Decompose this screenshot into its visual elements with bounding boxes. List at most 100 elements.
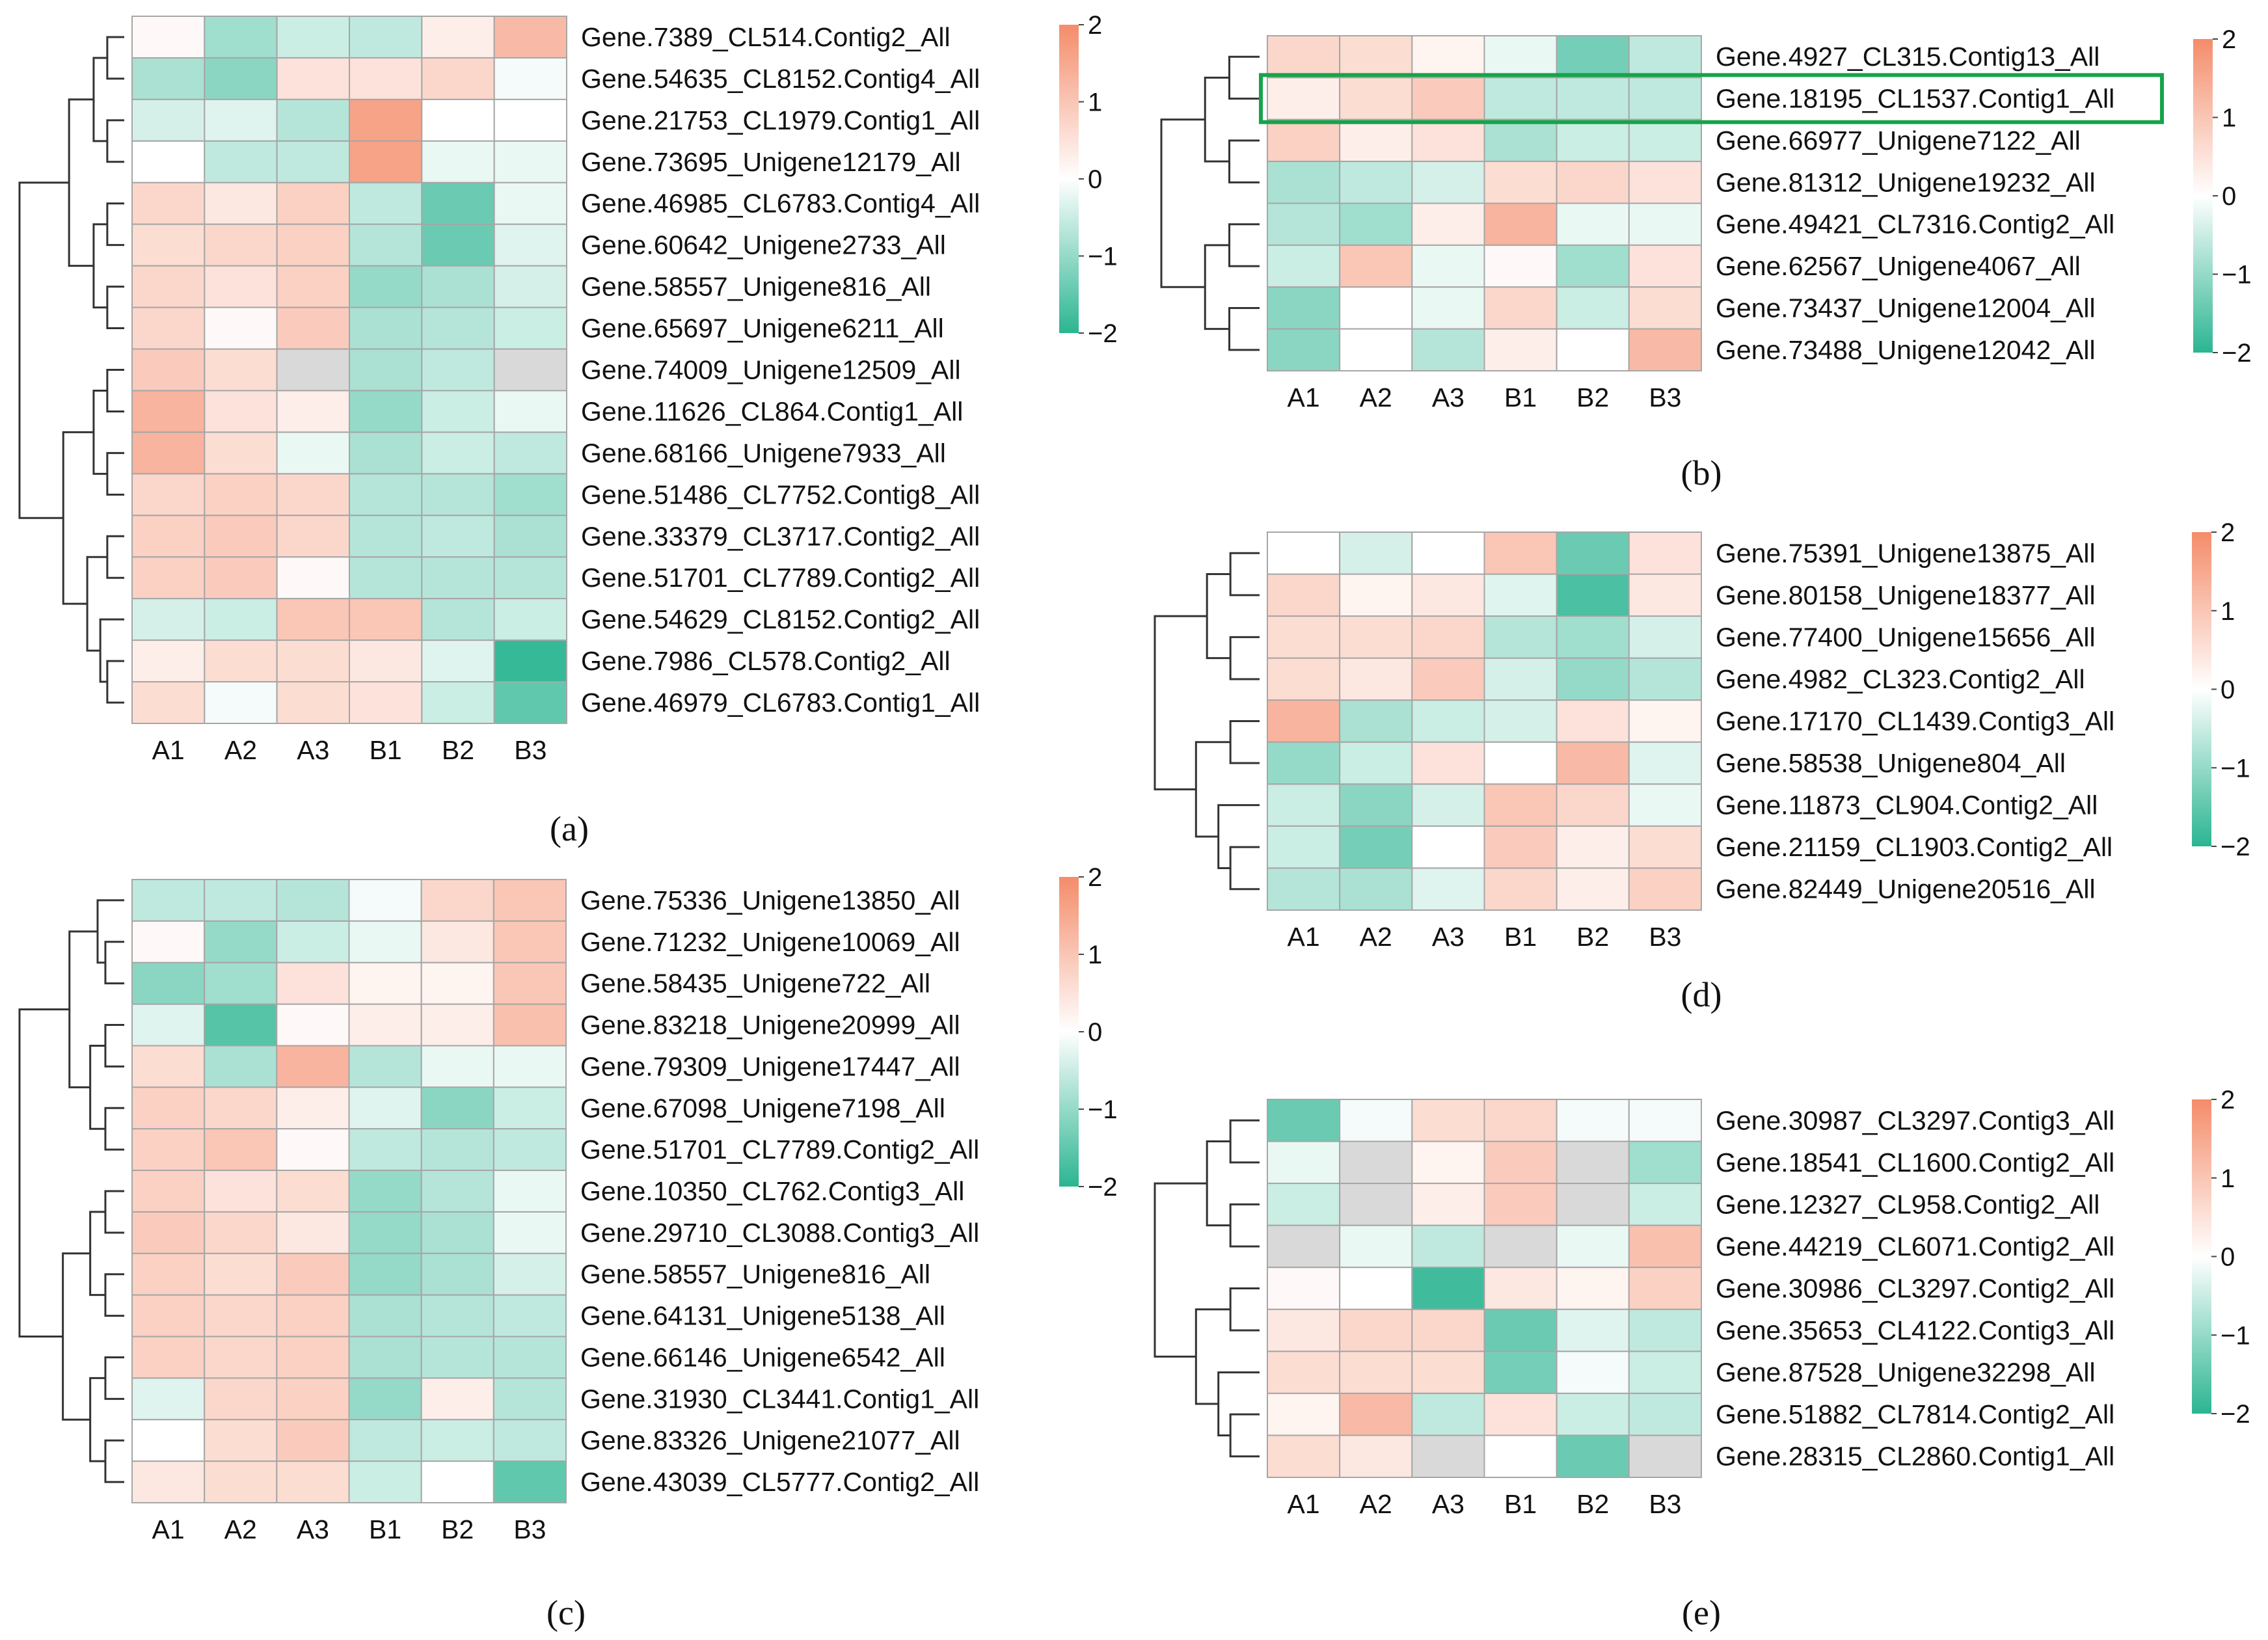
heatmap-cell	[420, 1294, 494, 1338]
row-label: Gene.73488_Unigene12042_All	[1716, 335, 2096, 365]
heatmap-cell	[1339, 657, 1413, 701]
heatmap-cell	[420, 1460, 494, 1503]
heatmap-cell	[1628, 741, 1702, 785]
heatmap-cell	[204, 1336, 278, 1379]
colorbar	[1059, 877, 1079, 1187]
heatmap-cell	[204, 16, 278, 59]
heatmap-cell	[1483, 77, 1558, 120]
heatmap-cell	[276, 920, 350, 963]
colorbar-tick-label: 2	[2221, 518, 2235, 547]
heatmap-cell	[1628, 1351, 1702, 1394]
colorbar	[2193, 39, 2213, 353]
heatmap-cell	[1483, 202, 1558, 246]
heatmap-cell	[276, 681, 350, 725]
heatmap-cell	[204, 1003, 278, 1047]
row-label: Gene.68166_Unigene7933_All	[581, 438, 946, 468]
heatmap-cell	[131, 16, 206, 59]
column-label: A3	[1432, 1489, 1465, 1519]
column-label: B2	[1576, 383, 1609, 412]
colorbar-tick-label: 0	[2222, 182, 2236, 211]
heatmap-cell	[1411, 1183, 1485, 1226]
colorbar-tick-label: 0	[2221, 1243, 2235, 1272]
heatmap-cell	[1483, 244, 1558, 288]
heatmap-cell	[204, 390, 278, 433]
row-label: Gene.73695_Unigene12179_All	[581, 147, 961, 177]
heatmap-cell	[493, 879, 567, 922]
heatmap-cell	[1556, 161, 1630, 204]
row-label: Gene.54629_CL8152.Contig2_All	[581, 604, 980, 634]
heatmap-cell	[421, 223, 495, 267]
colorbar-tick-label: 1	[1088, 88, 1102, 117]
column-label: A3	[297, 1514, 329, 1544]
column-label: A2	[1360, 922, 1392, 952]
heatmap-cell	[1628, 118, 1702, 163]
heatmap-cell	[1483, 1224, 1558, 1269]
dendrogram	[18, 899, 124, 1483]
heatmap-cell	[1411, 699, 1485, 743]
colorbar-tick-label: 2	[2221, 1086, 2235, 1114]
heatmap-cell	[421, 431, 495, 475]
heatmap-cell	[204, 98, 278, 142]
heatmap-cell	[493, 306, 568, 350]
row-label: Gene.18195_CL1537.Contig1_All	[1716, 84, 2114, 114]
heatmap-cell	[276, 1003, 350, 1047]
heatmap-cell	[276, 140, 350, 183]
colorbar-tick-label: 1	[2222, 104, 2236, 133]
heatmap-cell	[204, 1211, 278, 1254]
heatmap-cell	[1483, 1140, 1558, 1185]
heatmap-cell	[1483, 1434, 1558, 1478]
heatmap-cell	[1628, 1308, 1702, 1352]
heatmap-cell	[131, 515, 206, 558]
heatmap-cell	[276, 306, 350, 350]
heatmap-cell	[1339, 244, 1413, 288]
row-label: Gene.80158_Unigene18377_All	[1716, 580, 2096, 610]
heatmap-cell	[276, 473, 350, 517]
heatmap-cell	[1339, 1267, 1413, 1310]
heatmap-cell	[131, 140, 206, 183]
heatmap-cell	[1267, 77, 1341, 120]
heatmap-cell	[1556, 118, 1630, 163]
heatmap-cell	[421, 348, 495, 392]
heatmap-cell	[131, 1294, 206, 1338]
heatmap-cell	[204, 1170, 278, 1213]
heatmap-cell	[1267, 286, 1341, 330]
row-label: Gene.51701_CL7789.Contig2_All	[580, 1135, 979, 1164]
heatmap-cell	[131, 1045, 206, 1088]
heatmap-cell	[1556, 657, 1630, 701]
row-label: Gene.81312_Unigene19232_All	[1716, 167, 2096, 197]
heatmap-cell	[493, 920, 567, 963]
heatmap-cell	[421, 681, 495, 725]
heatmap-cell	[1339, 328, 1413, 371]
heatmap-cell	[204, 556, 278, 600]
heatmap-cell	[493, 1086, 567, 1130]
heatmap-cell	[204, 265, 278, 308]
heatmap-cell	[204, 181, 278, 225]
heatmap-cell	[493, 1211, 567, 1254]
heatmap-cell	[1483, 1308, 1558, 1352]
heatmap-cell	[1411, 1392, 1485, 1436]
heatmap-cell	[1483, 573, 1558, 617]
heatmap-cell	[204, 920, 278, 963]
heatmap-cell	[349, 223, 423, 267]
heatmap-cell	[493, 556, 568, 600]
column-label: B1	[1504, 922, 1537, 952]
heatmap-cell	[131, 879, 206, 922]
heatmap-cell	[349, 181, 423, 225]
colorbar-tick-label: 2	[1088, 11, 1102, 40]
heatmap-cell	[1411, 202, 1485, 246]
heatmap-cell	[1339, 1351, 1413, 1394]
heatmap-cell	[1267, 1392, 1341, 1436]
heatmap-cell	[349, 265, 423, 308]
heatmap-cell	[1556, 741, 1630, 785]
heatmap-cell	[1556, 573, 1630, 617]
heatmap-cell	[420, 1003, 494, 1047]
heatmap-cell	[131, 598, 206, 641]
heatmap-cell	[421, 98, 495, 142]
dendrogram	[1160, 55, 1260, 351]
heatmap-cell	[1411, 1267, 1485, 1310]
heatmap-cell	[493, 16, 568, 59]
heatmap-cell	[1339, 741, 1413, 785]
heatmap-cell	[1411, 118, 1485, 163]
colorbar-tick-label: 1	[1088, 941, 1102, 969]
heatmap-cell	[421, 181, 495, 225]
